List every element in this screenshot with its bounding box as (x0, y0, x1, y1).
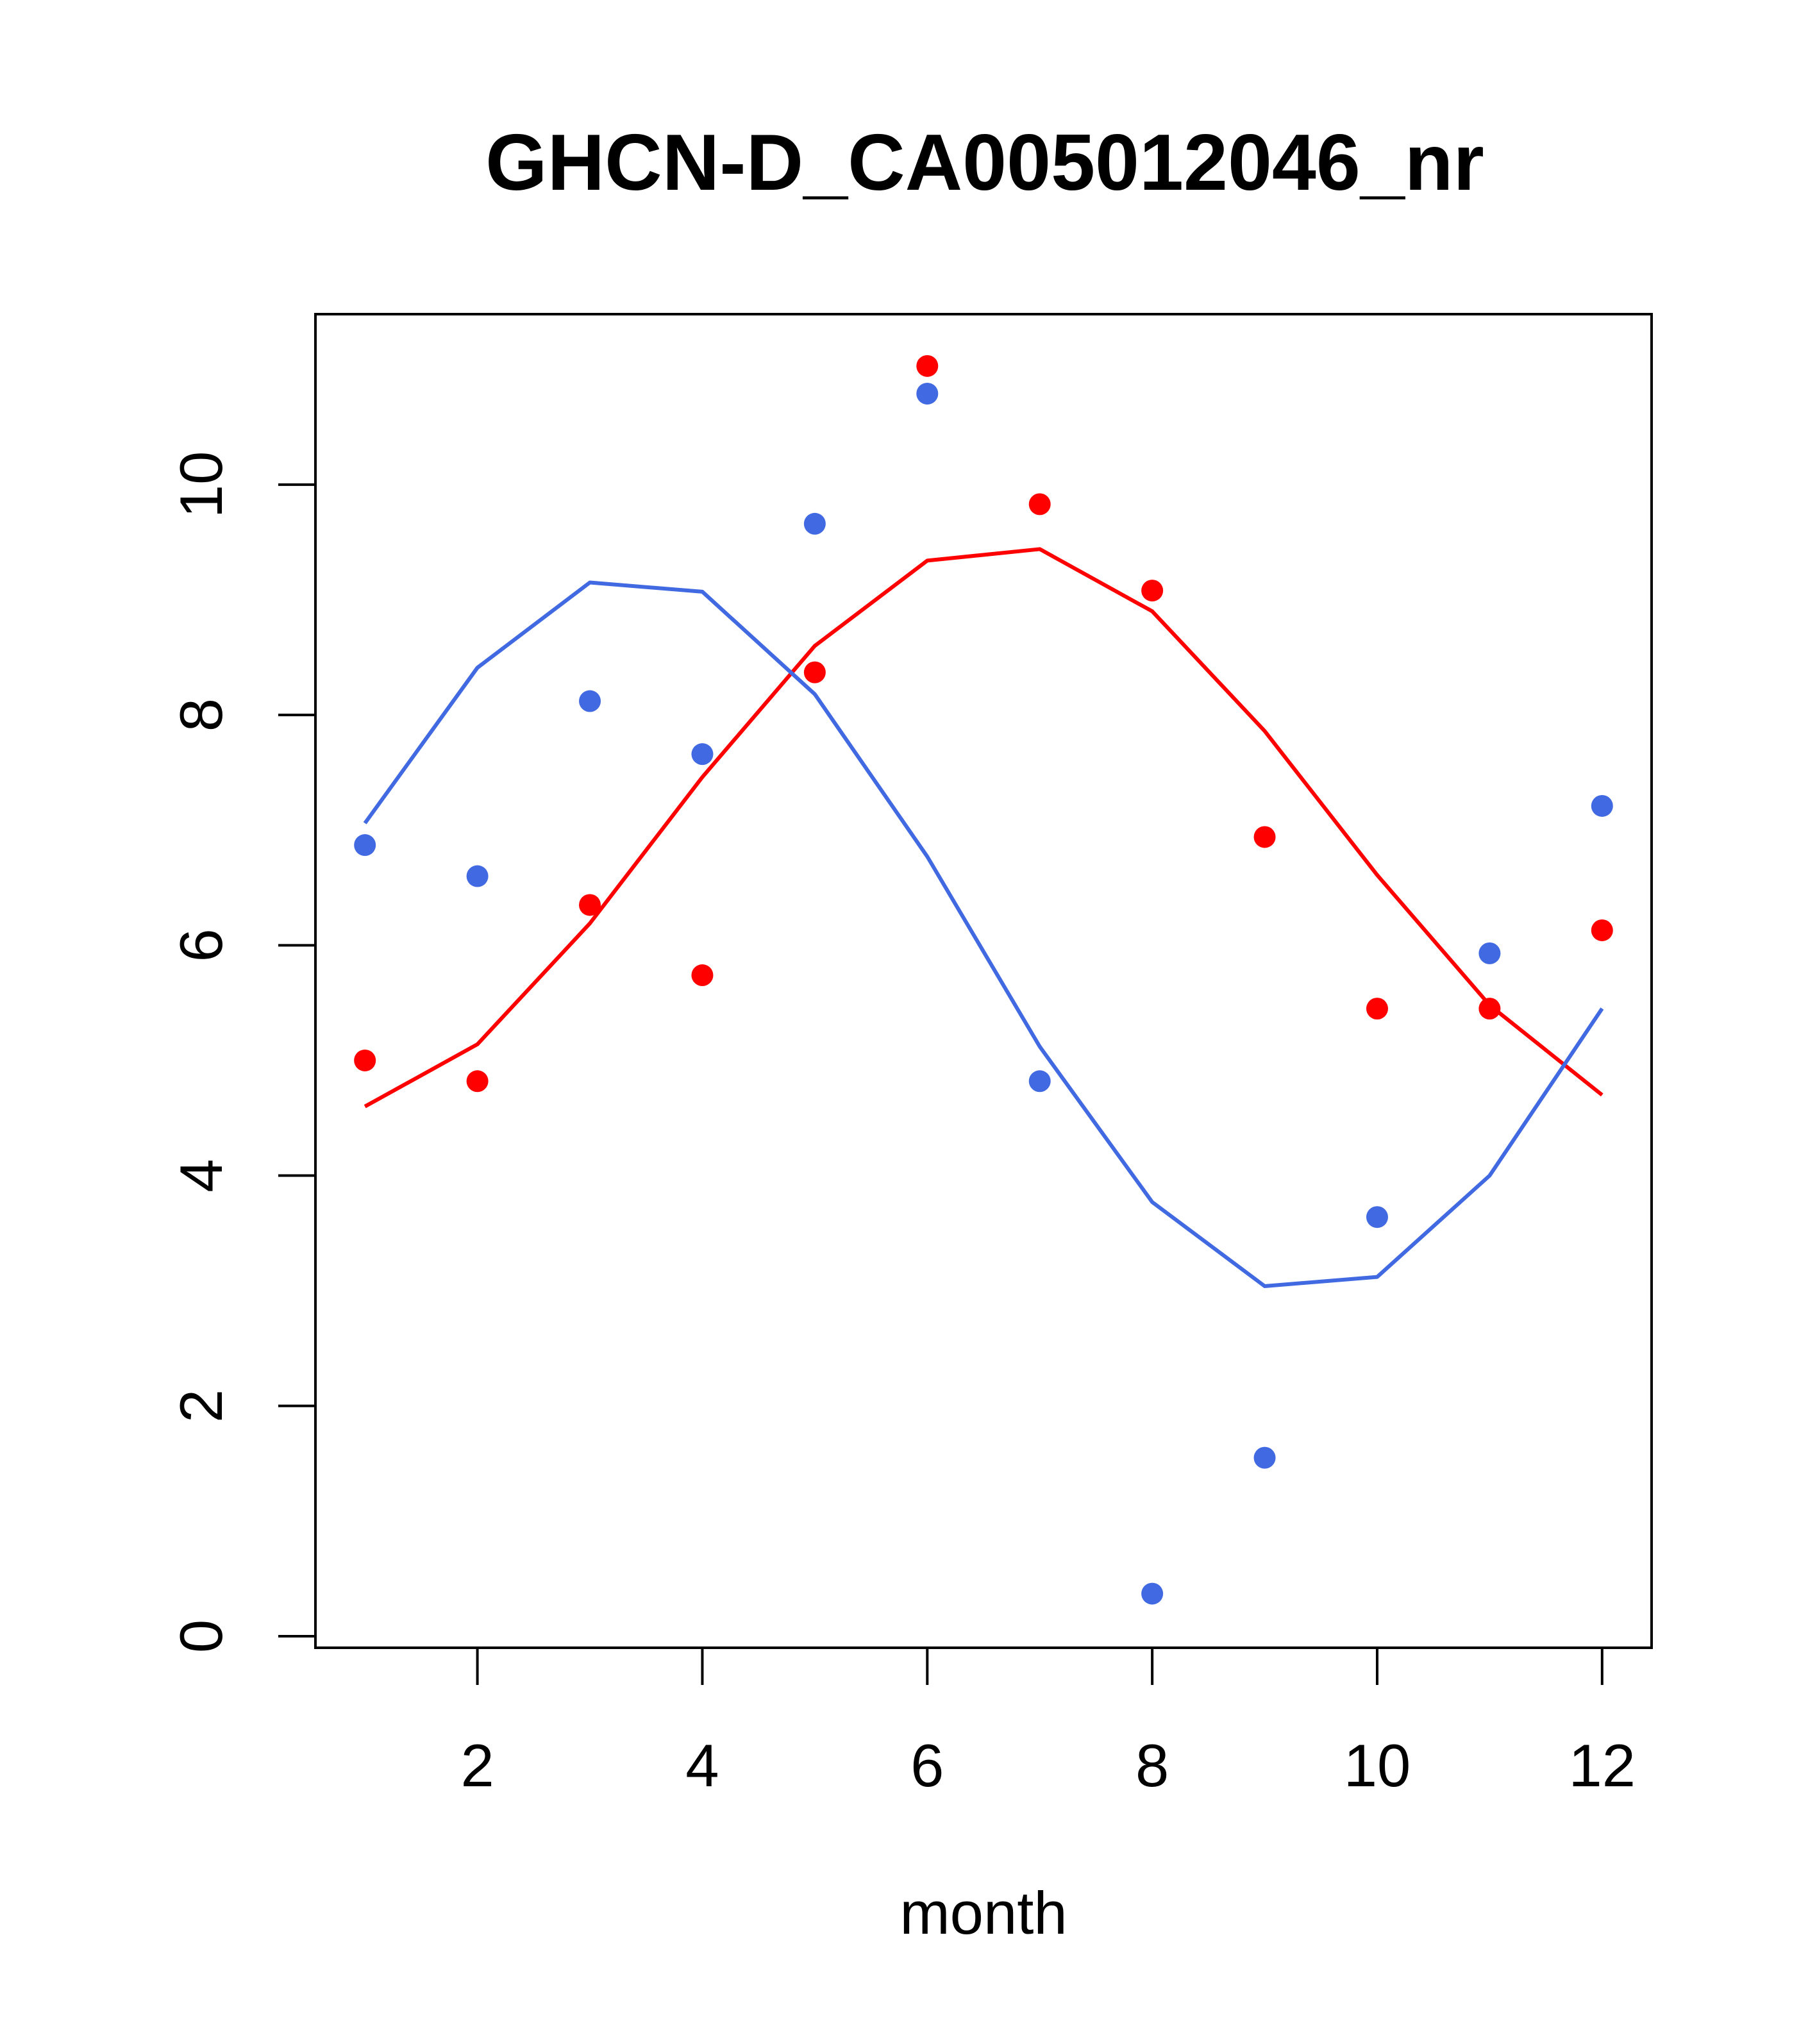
data-point-series-1 (916, 355, 939, 377)
points-layer (354, 355, 1613, 1605)
axes-layer: 2 4 6 8 10 12 0 2 4 6 8 10 (167, 451, 1636, 1799)
data-point-series-1 (1478, 998, 1501, 1020)
y-tick-label: 8 (167, 698, 235, 732)
y-tick-label: 2 (167, 1389, 235, 1423)
data-point-series-2 (1366, 1206, 1388, 1228)
chart-title: GHCN-D_CA005012046_nr (485, 119, 1484, 207)
data-point-series-1 (1253, 826, 1276, 848)
fit-lines-layer (363, 547, 1604, 1288)
x-tick-label: 6 (910, 1732, 944, 1799)
data-point-series-1 (466, 1070, 489, 1093)
data-point-series-2 (916, 382, 939, 405)
data-point-series-2 (354, 834, 376, 857)
y-tick-label: 6 (167, 928, 235, 962)
data-point-series-2 (1591, 794, 1613, 817)
data-point-series-1 (1591, 919, 1613, 941)
data-point-series-1 (1028, 493, 1051, 515)
y-tick-label: 4 (167, 1159, 235, 1192)
fit-line-series-2 (363, 580, 1604, 1288)
x-tick-label: 8 (1135, 1732, 1169, 1799)
data-point-series-2 (466, 865, 489, 887)
data-point-series-1 (803, 661, 826, 683)
data-point-series-1 (1141, 580, 1164, 602)
y-tick-label: 10 (167, 451, 235, 519)
x-tick-label: 10 (1344, 1732, 1411, 1799)
data-point-series-2 (803, 512, 826, 535)
data-point-series-1 (354, 1049, 376, 1071)
plot-frame (314, 313, 1653, 1649)
x-tick-label: 4 (685, 1732, 719, 1799)
data-point-series-2 (1478, 942, 1501, 964)
x-axis-label: month (900, 1879, 1067, 1947)
data-point-series-2 (691, 743, 714, 766)
data-point-series-1 (579, 894, 601, 916)
data-point-series-2 (1028, 1070, 1051, 1093)
data-point-series-2 (1141, 1582, 1164, 1605)
data-point-series-1 (691, 964, 714, 987)
y-tick-label: 0 (167, 1620, 235, 1653)
fit-line-series-1 (364, 547, 1603, 1109)
data-point-series-2 (579, 690, 601, 712)
data-point-series-2 (1253, 1446, 1276, 1469)
x-tick-label: 12 (1569, 1732, 1636, 1799)
data-point-series-1 (1366, 998, 1388, 1020)
x-tick-label: 2 (460, 1732, 494, 1799)
